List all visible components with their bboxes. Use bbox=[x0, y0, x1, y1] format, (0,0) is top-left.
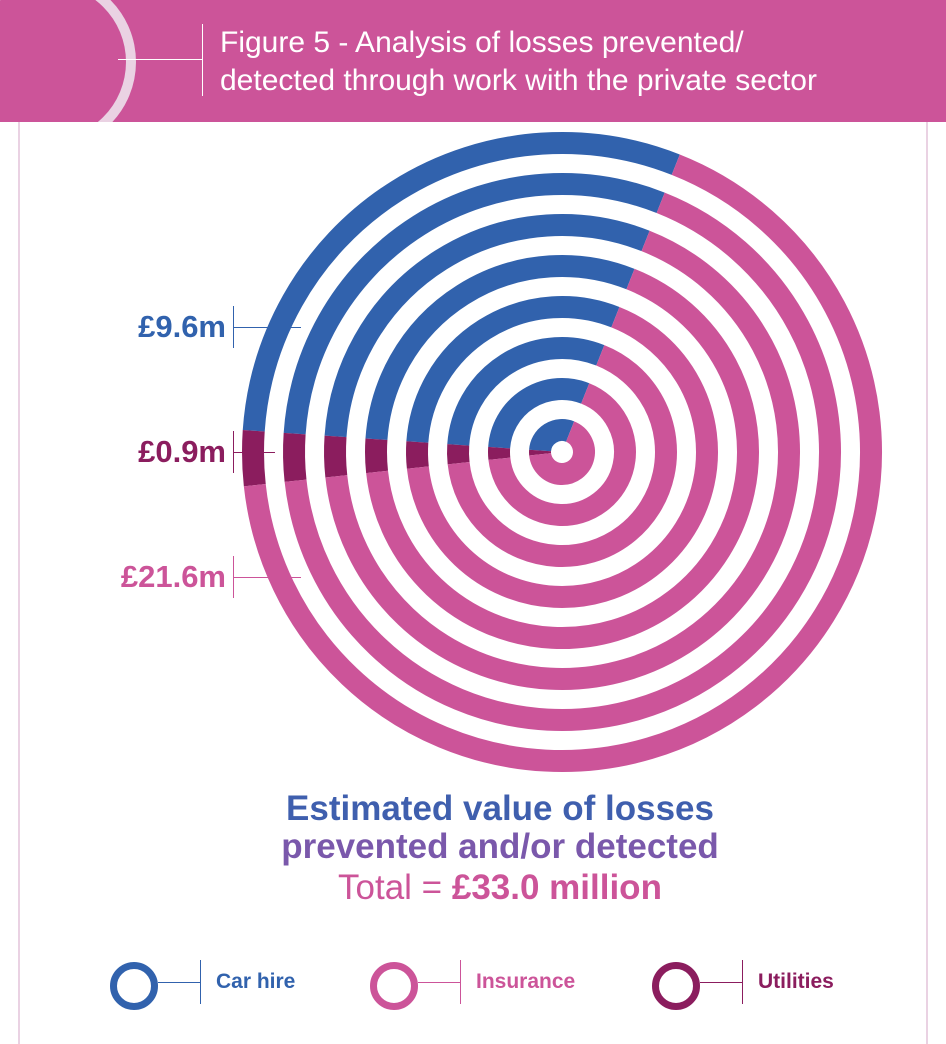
callout-line-utilities bbox=[233, 452, 275, 453]
ring-7-segment-car-hire bbox=[488, 378, 590, 449]
ring-8-segment-insurance bbox=[529, 421, 595, 485]
callout-line-car-hire bbox=[233, 327, 301, 328]
value-label-utilities: £0.9m bbox=[138, 434, 226, 469]
frame-left-border bbox=[18, 122, 20, 1044]
header-circle-inner bbox=[0, 0, 126, 122]
figure-title-line1: Figure 5 - Analysis of losses prevented/ bbox=[220, 26, 744, 59]
summary-heading: Estimated value of losses prevented and/… bbox=[150, 790, 850, 866]
legend-ring-icon bbox=[110, 962, 158, 1010]
ring-2-segment-insurance bbox=[284, 192, 841, 731]
total-line: Total = £33.0 million bbox=[150, 868, 850, 908]
figure-title-line2: detected through work with the private s… bbox=[220, 64, 817, 97]
ring-4-segment-utilities bbox=[365, 438, 389, 474]
ring-3-segment-car-hire bbox=[324, 214, 650, 438]
legend-ring-icon bbox=[652, 962, 700, 1010]
figure-title: Figure 5 - Analysis of losses prevented/… bbox=[220, 24, 920, 100]
ring-4-segment-insurance bbox=[366, 268, 759, 649]
ring-3-segment-insurance bbox=[325, 230, 800, 690]
ring-4-segment-car-hire bbox=[365, 255, 635, 440]
legend-tick bbox=[460, 960, 461, 1004]
ring-6-segment-utilities bbox=[447, 444, 470, 465]
legend-connector bbox=[700, 982, 742, 983]
ring-1-segment-insurance bbox=[243, 154, 882, 772]
callout-line-insurance bbox=[233, 577, 301, 578]
ring-2-segment-utilities bbox=[283, 432, 307, 482]
legend-connector bbox=[418, 982, 460, 983]
legend-label-utilities: Utilities bbox=[758, 970, 834, 993]
header-connector-vertical bbox=[202, 24, 203, 96]
ring-8-segment-car-hire bbox=[529, 419, 575, 453]
legend-label-insurance: Insurance bbox=[476, 970, 576, 993]
ring-6-segment-insurance bbox=[447, 345, 677, 567]
ring-5-segment-utilities bbox=[406, 441, 429, 469]
ring-6-segment-car-hire bbox=[447, 337, 605, 446]
ring-3-segment-utilities bbox=[324, 435, 348, 478]
figure-header: Figure 5 - Analysis of losses prevented/… bbox=[0, 0, 946, 122]
total-prefix: Total = bbox=[338, 868, 452, 907]
ring-2-segment-car-hire bbox=[283, 173, 665, 435]
legend-connector bbox=[158, 982, 200, 983]
frame-right-border bbox=[926, 122, 928, 1044]
legend-ring-icon bbox=[370, 962, 418, 1010]
legend-tick bbox=[200, 960, 201, 1004]
ring-7-segment-insurance bbox=[488, 383, 636, 526]
total-value: £33.0 million bbox=[451, 868, 662, 907]
ring-5-segment-car-hire bbox=[406, 296, 620, 443]
summary-heading-line1: Estimated value of losses bbox=[286, 789, 714, 828]
legend-label-car-hire: Car hire bbox=[216, 970, 296, 993]
ring-5-segment-insurance bbox=[406, 306, 718, 608]
value-label-car-hire: £9.6m bbox=[138, 309, 226, 344]
ring-1-segment-car-hire bbox=[242, 132, 680, 432]
header-connector-horizontal bbox=[118, 59, 202, 60]
legend-tick bbox=[742, 960, 743, 1004]
summary-heading-line2: prevented and/or detected bbox=[281, 827, 719, 866]
ring-1-segment-utilities bbox=[242, 430, 266, 487]
value-label-insurance: £21.6m bbox=[120, 559, 226, 594]
